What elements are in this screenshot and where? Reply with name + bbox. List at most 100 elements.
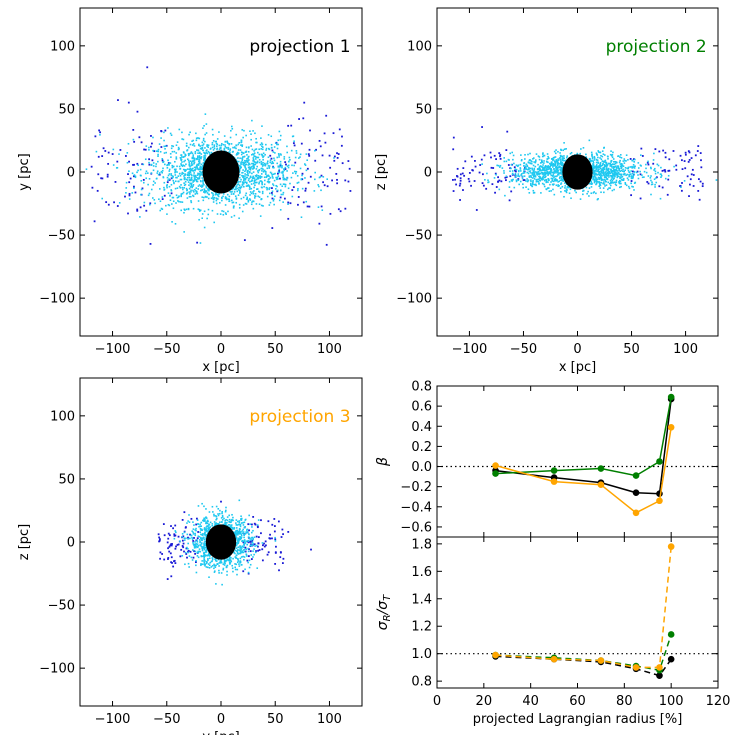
halo-star [528,176,531,178]
halo-star [230,143,233,145]
halo-star [183,539,186,541]
halo-star [225,518,227,521]
halo-star [238,192,241,194]
halo-star [620,185,622,188]
halo-star [216,145,218,148]
outer-star [127,173,129,176]
halo-star [169,199,172,202]
outer-star [136,208,139,211]
outer-star [263,542,265,545]
halo-star [567,186,569,189]
halo-star [271,173,273,176]
halo-star [216,562,219,565]
halo-star [611,175,614,178]
halo-star [199,541,201,544]
outer-star [292,142,295,145]
halo-star [164,147,166,150]
halo-star [255,162,258,164]
halo-star [258,153,261,156]
halo-star [250,138,252,141]
halo-star [245,163,248,166]
halo-star [598,181,600,184]
halo-star [186,197,189,199]
halo-star [244,532,247,535]
halo-star [254,163,257,166]
outer-star [157,533,160,536]
outer-star [273,518,276,520]
halo-star [155,150,158,152]
halo-star [273,195,276,198]
halo-star [604,185,606,187]
halo-star [612,174,615,177]
halo-star [194,529,197,531]
outer-star [267,551,270,554]
halo-star [203,543,205,546]
halo-star [246,154,248,156]
halo-star [533,173,535,176]
halo-star [238,181,240,183]
halo-star [244,542,247,544]
halo-star [211,523,214,525]
halo-star [258,181,261,184]
halo-star [127,142,130,145]
halo-star [125,181,128,184]
halo-star [612,167,614,169]
halo-star [234,195,237,197]
outer-star [314,159,317,162]
halo-star [205,185,208,187]
halo-star [152,165,155,167]
halo-star [639,170,641,173]
halo-star [546,153,549,155]
halo-star [286,165,289,167]
halo-star [214,524,216,527]
halo-star [561,161,564,164]
halo-star [214,570,216,572]
halo-star [190,176,193,179]
halo-star [208,188,210,191]
halo-star [598,151,600,153]
halo-star [619,154,622,156]
halo-star [200,163,203,166]
halo-star [613,163,616,166]
halo-star [247,561,249,564]
halo-star [258,158,261,161]
halo-star [205,522,207,525]
outer-star [697,178,700,181]
halo-star [206,519,209,522]
halo-star [528,170,531,173]
halo-star [161,169,164,172]
halo-star [201,560,203,562]
halo-star [235,188,237,191]
halo-star [240,537,243,539]
halo-star [603,163,606,166]
halo-star [503,157,505,159]
outer-star [279,164,282,167]
halo-star [544,169,547,172]
halo-star [531,167,533,170]
halo-star [195,179,198,181]
halo-star [645,167,647,170]
halo-star [180,194,182,197]
outer-star [150,135,152,137]
halo-star [512,178,514,181]
halo-star [163,139,165,142]
halo-star [125,192,127,194]
halo-star [624,183,627,186]
halo-star [252,163,255,166]
halo-star [196,190,198,193]
halo-star [243,526,246,529]
halo-star [181,554,184,557]
outer-star [641,155,644,157]
outer-star [170,575,173,578]
halo-star [547,161,549,164]
halo-star [252,130,254,132]
outer-star [168,179,171,181]
outer-star [654,148,657,151]
halo-star [595,177,597,179]
halo-star [215,505,218,508]
halo-star [275,178,278,181]
halo-star [182,188,184,191]
halo-star [245,168,247,170]
halo-star [635,171,638,174]
halo-star [174,174,177,176]
